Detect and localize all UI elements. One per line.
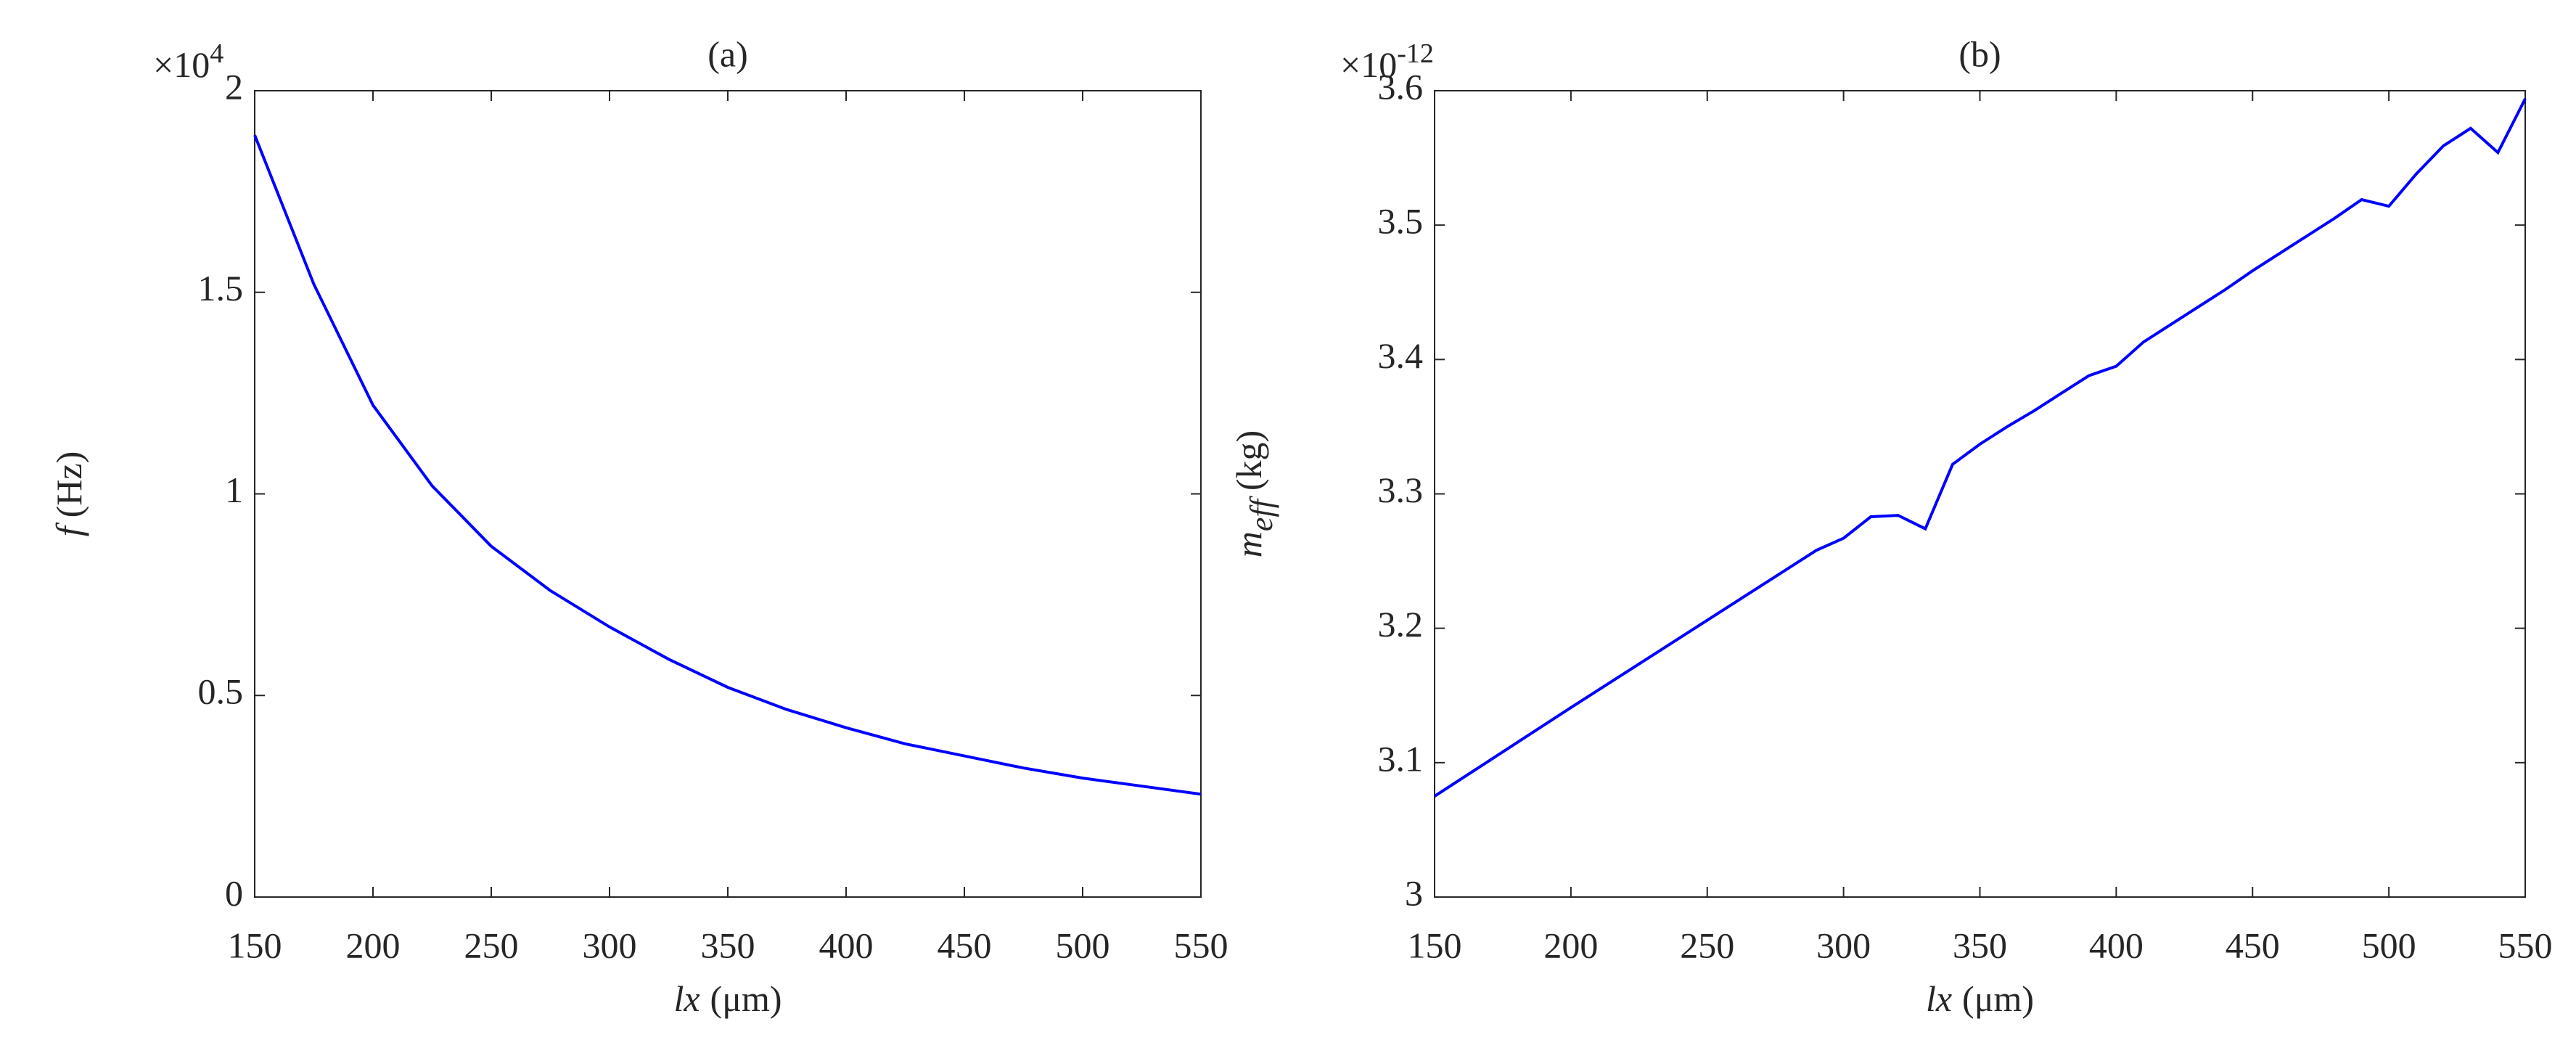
x-tick-label: 200 — [346, 925, 401, 965]
chart-title: (a) — [707, 33, 748, 74]
y-multiplier: ×104 — [153, 38, 223, 86]
x-tick-label: 400 — [819, 925, 874, 965]
x-label-var: lx — [1926, 978, 1952, 1019]
multiplier-exp: 4 — [210, 38, 223, 69]
x-tick-label: 450 — [938, 925, 992, 965]
x-tick-label: 150 — [228, 925, 282, 965]
y-label-var: f — [49, 522, 89, 536]
x-tick-label: 400 — [2089, 925, 2144, 965]
y-tick-label: 3.2 — [1378, 604, 1424, 644]
x-tick-label: 250 — [464, 925, 519, 965]
y-tick-label: 3.1 — [1378, 738, 1424, 779]
x-label-unit: (μm) — [1962, 978, 2034, 1019]
y-label-unit: (kg) — [1228, 430, 1269, 491]
x-tick-label: 300 — [583, 925, 637, 965]
chart-title: (b) — [1958, 33, 2001, 74]
data-line — [1433, 98, 2527, 798]
y-tick-label: 0.5 — [198, 671, 244, 712]
x-tick-label: 200 — [1543, 925, 1598, 965]
y-axis-label: f (Hz) — [49, 451, 89, 537]
x-tick-label: 500 — [1056, 925, 1110, 965]
y-tick-label: 3.4 — [1378, 335, 1424, 376]
y-label-var: m — [1228, 531, 1269, 557]
multiplier-base: ×10 — [153, 44, 210, 85]
y-tick-label: 0 — [225, 872, 243, 913]
y-multiplier: ×10-12 — [1340, 38, 1434, 86]
x-axis-label: lx (μm) — [1926, 978, 2034, 1019]
x-tick-label: 550 — [2498, 925, 2553, 965]
x-tick-label: 450 — [2226, 925, 2280, 965]
y-axis-label: meff (kg) — [1228, 430, 1279, 557]
x-tick-label: 550 — [1174, 925, 1228, 965]
x-label-var: lx — [673, 978, 700, 1019]
y-tick-label: 3.6 — [1378, 66, 1424, 107]
x-tick-label: 500 — [2362, 925, 2416, 965]
y-tick-label: 3.5 — [1378, 201, 1424, 242]
y-label-unit: (Hz) — [49, 451, 89, 518]
multiplier-base: ×10 — [1340, 44, 1397, 85]
x-tick-label: 350 — [701, 925, 755, 965]
y-tick-label: 1 — [225, 470, 243, 510]
plot-frame — [254, 90, 1202, 898]
x-tick-label: 350 — [1953, 925, 2007, 965]
y-label-sub: eff — [1244, 495, 1279, 531]
y-tick-label: 2 — [225, 66, 243, 107]
x-axis-label: lx (μm) — [673, 978, 782, 1019]
y-tick-label: 3 — [1405, 872, 1423, 913]
x-tick-label: 250 — [1680, 925, 1734, 965]
multiplier-exp: -12 — [1397, 38, 1434, 69]
x-tick-label: 150 — [1408, 925, 1462, 965]
y-tick-label: 3.3 — [1378, 470, 1424, 510]
data-line — [253, 134, 1202, 796]
x-tick-label: 300 — [1816, 925, 1871, 965]
y-tick-label: 1.5 — [198, 268, 244, 308]
plot-frame — [1434, 90, 2526, 898]
x-label-unit: (μm) — [710, 978, 782, 1019]
